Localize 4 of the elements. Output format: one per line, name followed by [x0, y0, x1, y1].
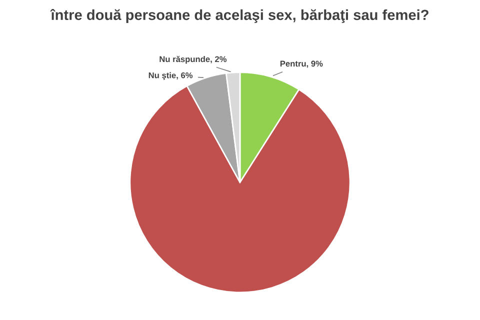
chart-title: între două persoane de acelaşi sex, bărbaţi sau femei?: [50, 9, 428, 23]
slice-label: Nu ştie, 6%: [148, 72, 193, 80]
slice-label: Nu răspunde, 2%: [160, 56, 227, 64]
slice-label: Pentru, 9%: [280, 60, 323, 68]
